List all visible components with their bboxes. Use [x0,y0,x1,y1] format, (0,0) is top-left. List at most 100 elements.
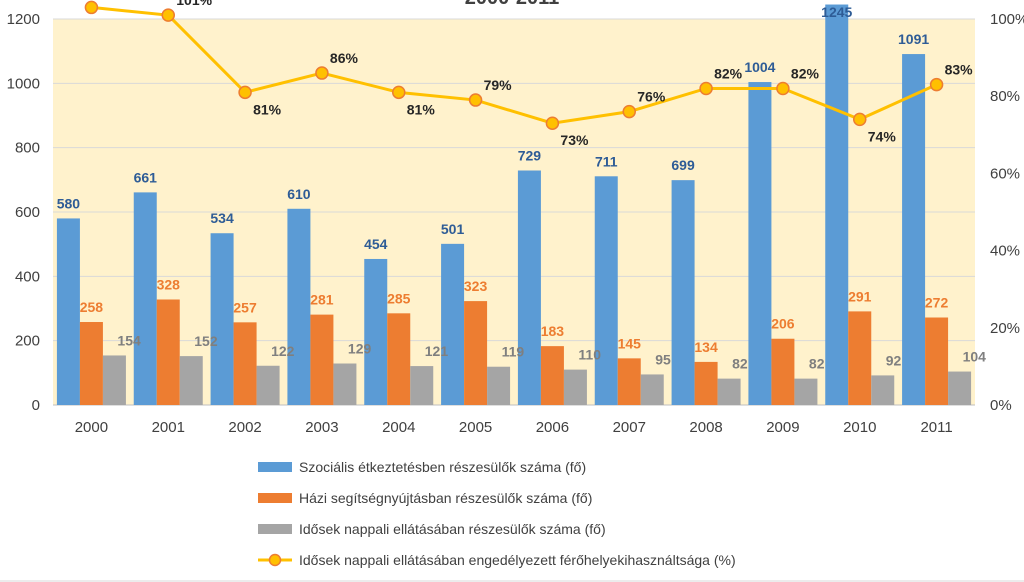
line-point [776,81,790,96]
bar [102,355,126,405]
bar-data-label: 285 [387,290,411,306]
y2-tick-label: 40% [990,243,1020,260]
bar-data-label: 272 [925,295,949,311]
line-data-label: 83% [945,62,974,78]
x-tick-label: 2006 [536,419,569,436]
line-data-label: 74% [868,128,897,144]
x-tick-label: 2000 [75,419,108,436]
y-tick-label: 400 [15,268,40,285]
legend-label: Házi segítségnyújtásban részesülők száma… [299,490,592,506]
bar [771,338,795,405]
bar [717,378,741,405]
bar-data-label: 610 [287,186,311,202]
line-point [84,0,99,15]
bar [617,358,641,405]
bar [410,366,434,405]
x-tick-label: 2007 [613,419,646,436]
bar-data-label: 134 [694,339,718,355]
line-point [545,116,560,130]
line-data-label: 73% [560,132,589,148]
bar [563,369,587,405]
bar [56,218,80,405]
line-point [392,85,406,100]
y2-tick-label: 0% [990,397,1012,414]
bar [925,317,949,405]
bar-data-label: 661 [134,169,158,185]
legend: Szociális étkeztetésben részesülők száma… [258,459,736,568]
legend-label: Idősek nappali ellátásában részesülők sz… [299,521,606,537]
bar [310,314,334,405]
x-tick-label: 2010 [843,419,876,436]
line-point [929,77,944,92]
bar-data-label: 729 [518,148,542,164]
y2-tick-label: 20% [990,320,1020,337]
line-data-label: 79% [484,77,513,93]
bar-data-label: 206 [771,316,795,332]
bar-data-label: 281 [310,292,334,308]
bar-data-label: 534 [210,210,234,226]
x-tick-label: 2011 [920,419,952,436]
bar-data-label: 145 [618,335,642,351]
bar [871,375,895,405]
bar [464,301,488,405]
bar-data-label: 95 [655,351,671,367]
bar [540,346,564,405]
line-point [853,112,867,127]
y2-tick-label: 60% [990,165,1020,182]
bar-data-label: 92 [886,352,902,368]
line-data-label: 81% [253,101,282,117]
bar [594,176,618,405]
bar-data-label: 1245 [821,4,852,20]
bar-data-label: 121 [425,343,449,359]
bar-data-label: 257 [233,299,257,315]
bar [387,313,411,405]
bar-data-label: 699 [671,157,695,173]
y2-tick-label: 80% [990,88,1020,105]
bar [441,243,465,405]
legend-swatch [258,493,292,503]
bar-data-label: 328 [157,276,181,292]
y-tick-label: 0 [32,397,40,414]
bar [825,4,849,406]
x-tick-label: 2004 [382,419,415,436]
legend-label: Szociális étkeztetésben részesülők száma… [299,459,586,475]
bar [694,361,718,405]
bar [517,170,541,405]
bar-data-label: 1004 [744,59,775,75]
x-tick-label: 2009 [766,419,799,436]
bar [179,356,203,405]
bar [233,322,257,405]
bar [287,208,311,405]
legend-marker [268,553,282,567]
bar-data-label: 1091 [898,31,929,47]
line-point [699,81,713,96]
bar [902,54,926,405]
y-tick-label: 600 [15,204,40,221]
bar [156,299,180,405]
bar-data-label: 454 [364,236,388,252]
line-series [91,5,938,125]
bar-data-label: 291 [848,288,872,304]
legend-label: Idősek nappali ellátásában engedélyezett… [299,552,736,568]
chart-title: 2000-2011 [465,0,560,9]
legend-swatch [258,524,292,534]
x-tick-label: 2003 [305,419,338,436]
line-point [468,93,483,107]
y2-tick-label: 100% [990,11,1024,28]
bar-data-label: 154 [117,332,141,348]
bar [364,258,388,405]
bar [794,378,818,405]
bar [210,233,234,405]
line-data-label: 82% [791,65,820,81]
bar [748,82,772,406]
bar-data-label: 580 [57,195,81,211]
bar [948,371,972,405]
bar [256,365,280,405]
bar-data-label: 82 [809,356,825,372]
bar-data-label: 183 [541,323,565,339]
bar-data-label: 323 [464,278,488,294]
bar-data-label: 122 [271,343,295,359]
bar [133,192,157,405]
